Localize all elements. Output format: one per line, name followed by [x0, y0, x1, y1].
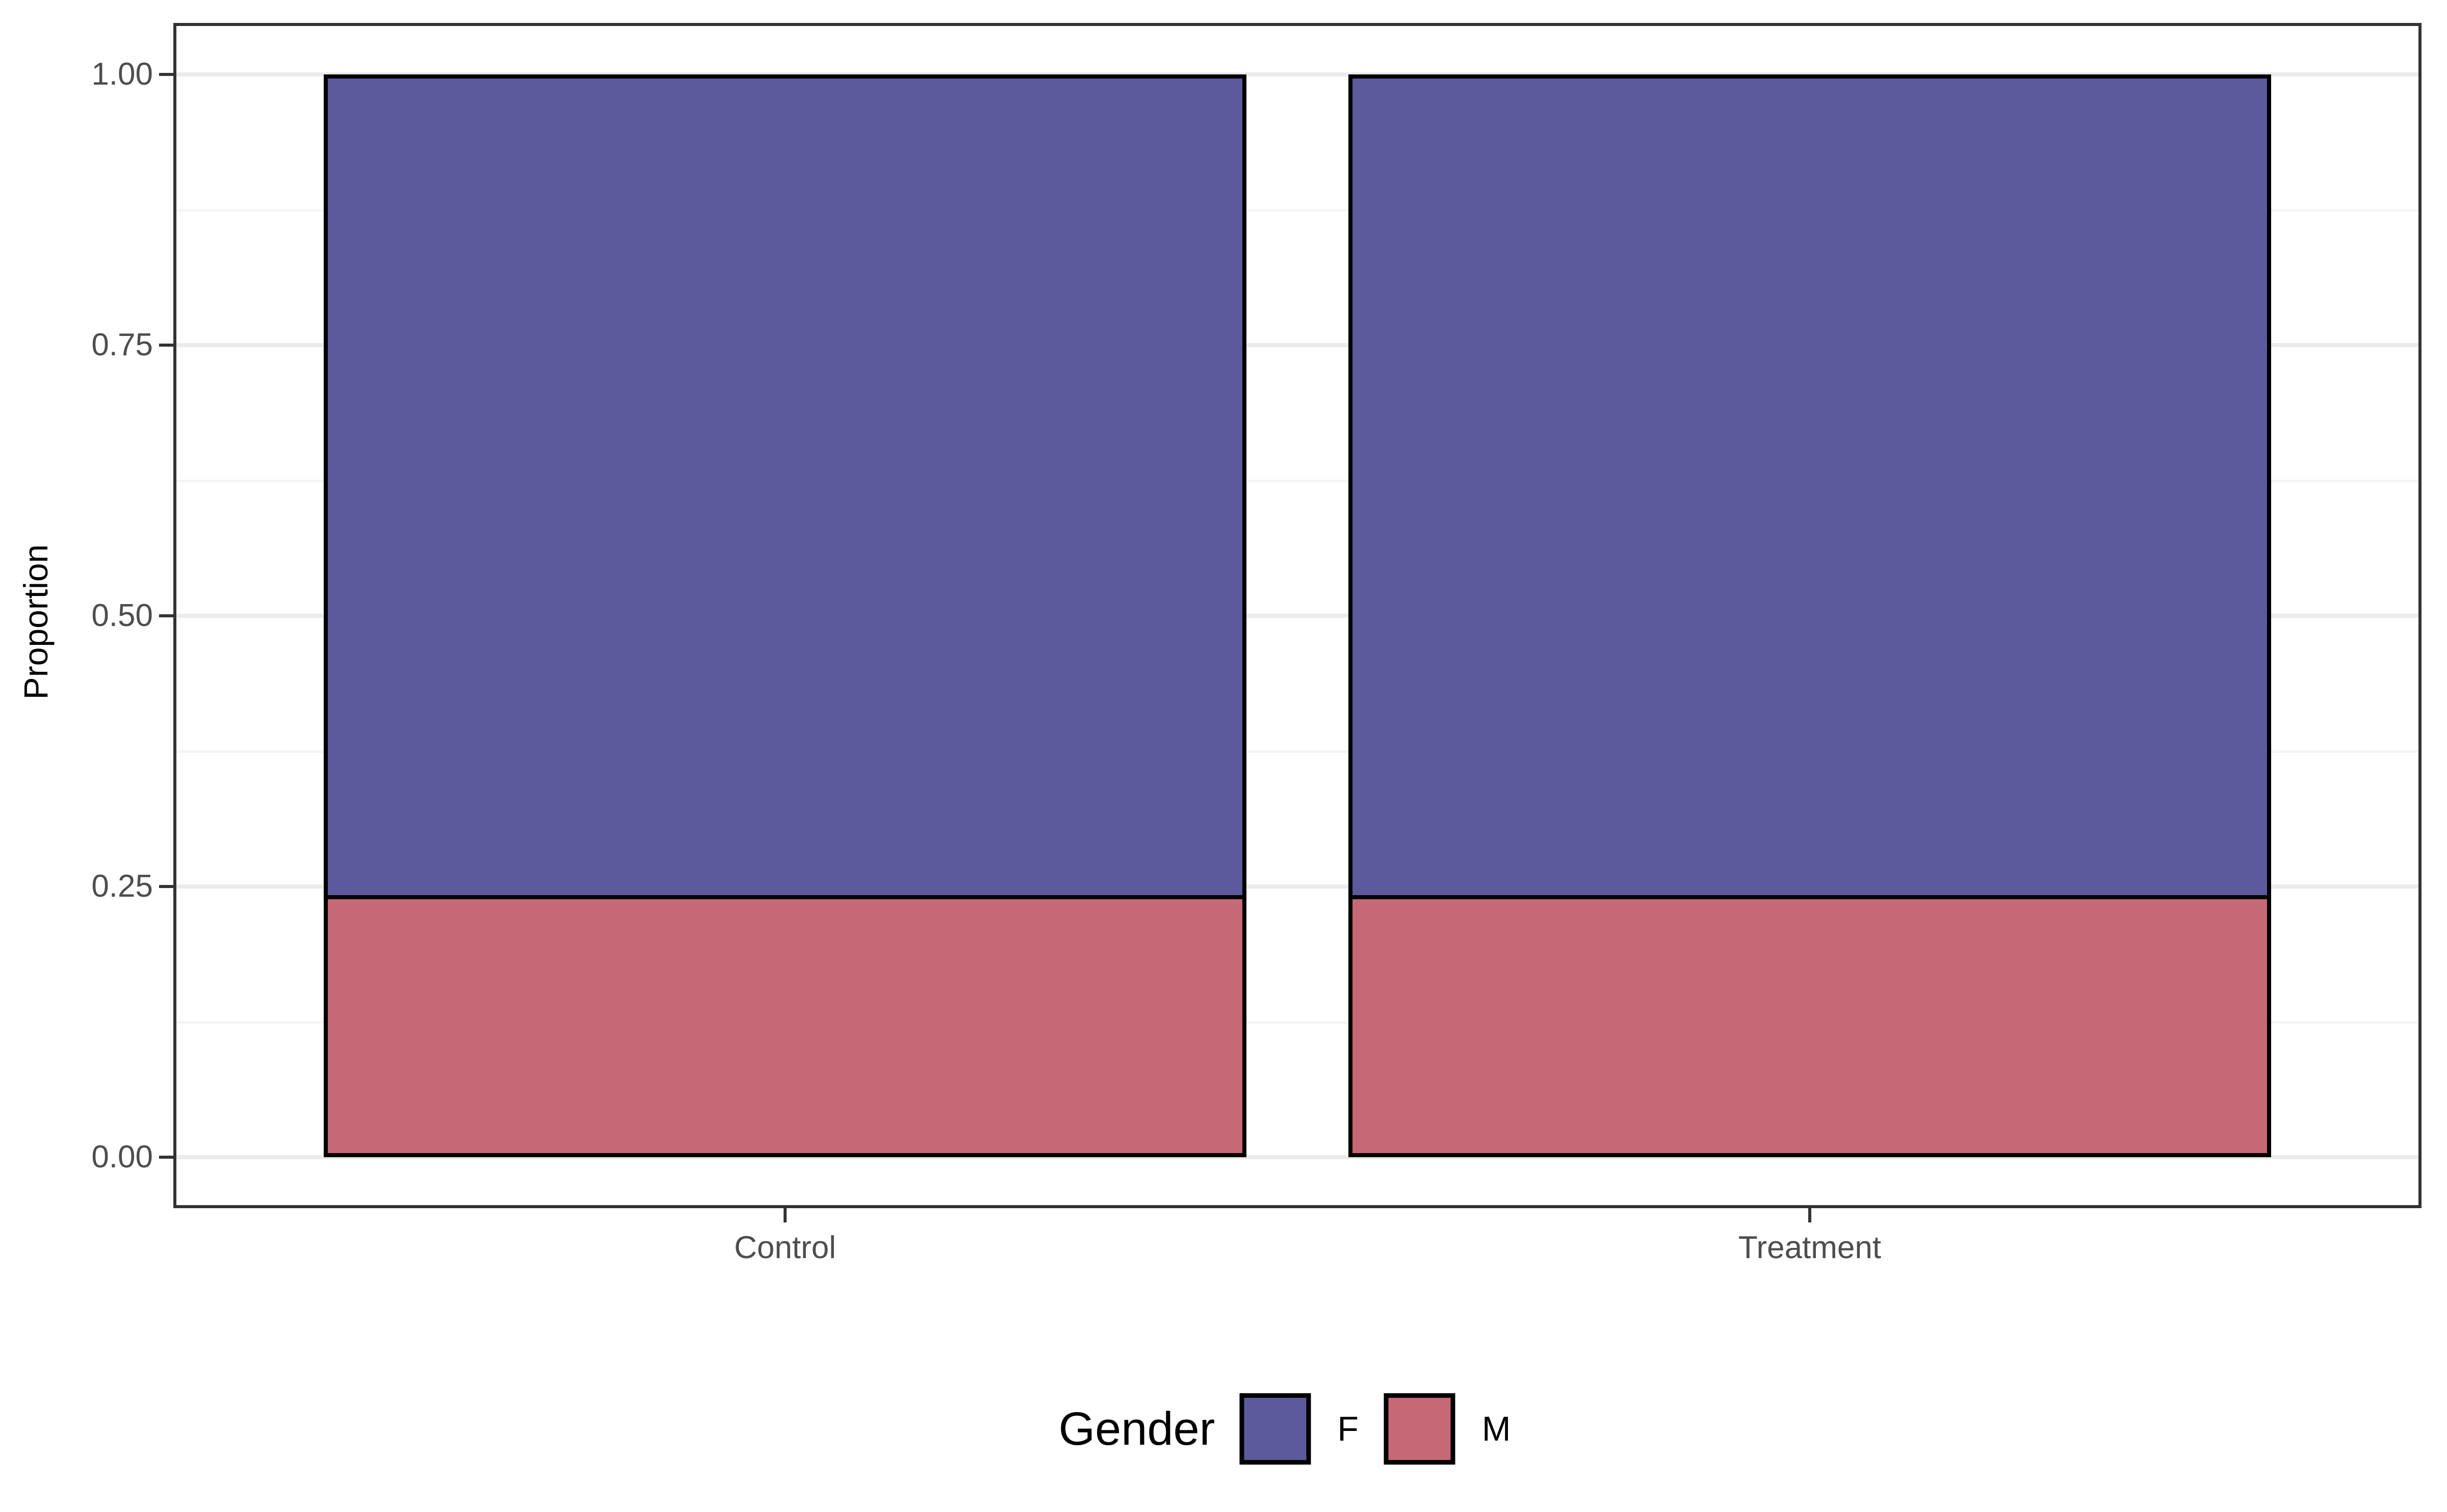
y-tick-label: 0.00 — [91, 1139, 153, 1175]
y-tick — [159, 885, 173, 888]
y-axis-title: Proportion — [17, 544, 55, 700]
x-tick-label-treatment: Treatment — [1738, 1230, 1882, 1265]
y-tick — [159, 614, 173, 617]
x-tick — [1808, 1208, 1811, 1222]
gridline-minor — [176, 479, 2418, 482]
legend-label-f: F — [1337, 1410, 1359, 1448]
legend-key-m — [1384, 1393, 1455, 1465]
gridline-major — [176, 1155, 2418, 1159]
y-tick — [159, 1156, 173, 1159]
x-tick-label-control: Control — [734, 1230, 836, 1265]
y-tick — [159, 344, 173, 347]
legend-title: Gender — [1058, 1402, 1215, 1455]
gridline-major — [176, 72, 2418, 76]
bar-segment-f-treatment — [1352, 79, 2267, 896]
gridline-major — [176, 884, 2418, 889]
y-tick-label: 1.00 — [91, 57, 153, 92]
bar-segment-m-treatment — [1352, 895, 2267, 1153]
bar-segment-m-control — [328, 895, 1242, 1153]
gridline-minor — [176, 1021, 2418, 1024]
legend-key-f — [1239, 1393, 1311, 1465]
legend-label-m: M — [1481, 1410, 1511, 1448]
plot-panel — [173, 23, 2422, 1208]
bar-control — [324, 74, 1246, 1157]
y-tick-label: 0.75 — [91, 327, 153, 362]
gridline-minor — [176, 208, 2418, 212]
gridline-major — [176, 343, 2418, 347]
y-tick-label: 0.50 — [91, 598, 153, 633]
bar-treatment — [1348, 74, 2271, 1157]
gridline-minor — [176, 750, 2418, 753]
gridline-major — [176, 614, 2418, 618]
y-tick-label: 0.25 — [91, 869, 153, 904]
bar-segment-f-control — [328, 79, 1242, 896]
y-tick — [159, 73, 173, 76]
x-tick — [784, 1208, 787, 1222]
